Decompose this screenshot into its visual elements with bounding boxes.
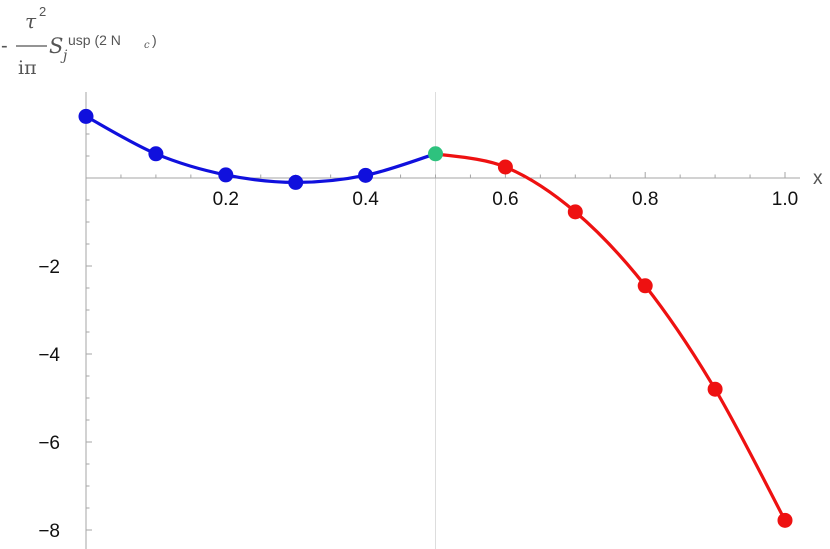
axes bbox=[85, 92, 800, 549]
x-axis-label: x bbox=[813, 168, 823, 189]
data-point bbox=[218, 167, 234, 183]
x-tick-label: 0.4 bbox=[352, 189, 379, 210]
svg-text:j: j bbox=[60, 48, 68, 64]
y-axis-label: - τ 2 iπ S j usp (2 N c ) bbox=[1, 4, 157, 79]
data-point bbox=[707, 381, 723, 397]
data-points bbox=[78, 108, 793, 528]
x-tick-label: 1.0 bbox=[772, 189, 798, 210]
data-point bbox=[777, 512, 793, 528]
data-point bbox=[497, 159, 513, 175]
data-point bbox=[78, 108, 94, 124]
svg-text:c: c bbox=[144, 40, 150, 51]
y-tick-label: −8 bbox=[38, 521, 60, 542]
data-point bbox=[567, 204, 583, 220]
svg-text:τ: τ bbox=[25, 9, 37, 33]
svg-text:S: S bbox=[49, 34, 63, 58]
svg-text:iπ: iπ bbox=[18, 57, 37, 79]
x-tick-label: 0.2 bbox=[213, 189, 239, 210]
data-point bbox=[288, 174, 304, 190]
svg-text:): ) bbox=[152, 32, 157, 48]
y-tick-label: −4 bbox=[38, 345, 60, 366]
data-point bbox=[637, 278, 653, 294]
tick-labels: 0.2 0.4 0.6 0.8 1.0 −2 −4 −6 −8 bbox=[38, 189, 798, 542]
x-tick-label: 0.8 bbox=[632, 189, 658, 210]
x-tick-label: 0.6 bbox=[492, 189, 518, 210]
series-line bbox=[84, 114, 438, 185]
highlight-point bbox=[428, 146, 443, 162]
svg-text:-: - bbox=[1, 35, 8, 57]
data-point bbox=[358, 167, 374, 183]
svg-text:2: 2 bbox=[39, 4, 46, 19]
y-tick-label: −2 bbox=[38, 257, 60, 278]
svg-text:usp (2 N: usp (2 N bbox=[68, 32, 121, 48]
series-line bbox=[433, 152, 787, 522]
y-tick-label: −6 bbox=[38, 433, 60, 454]
data-point bbox=[148, 146, 164, 162]
